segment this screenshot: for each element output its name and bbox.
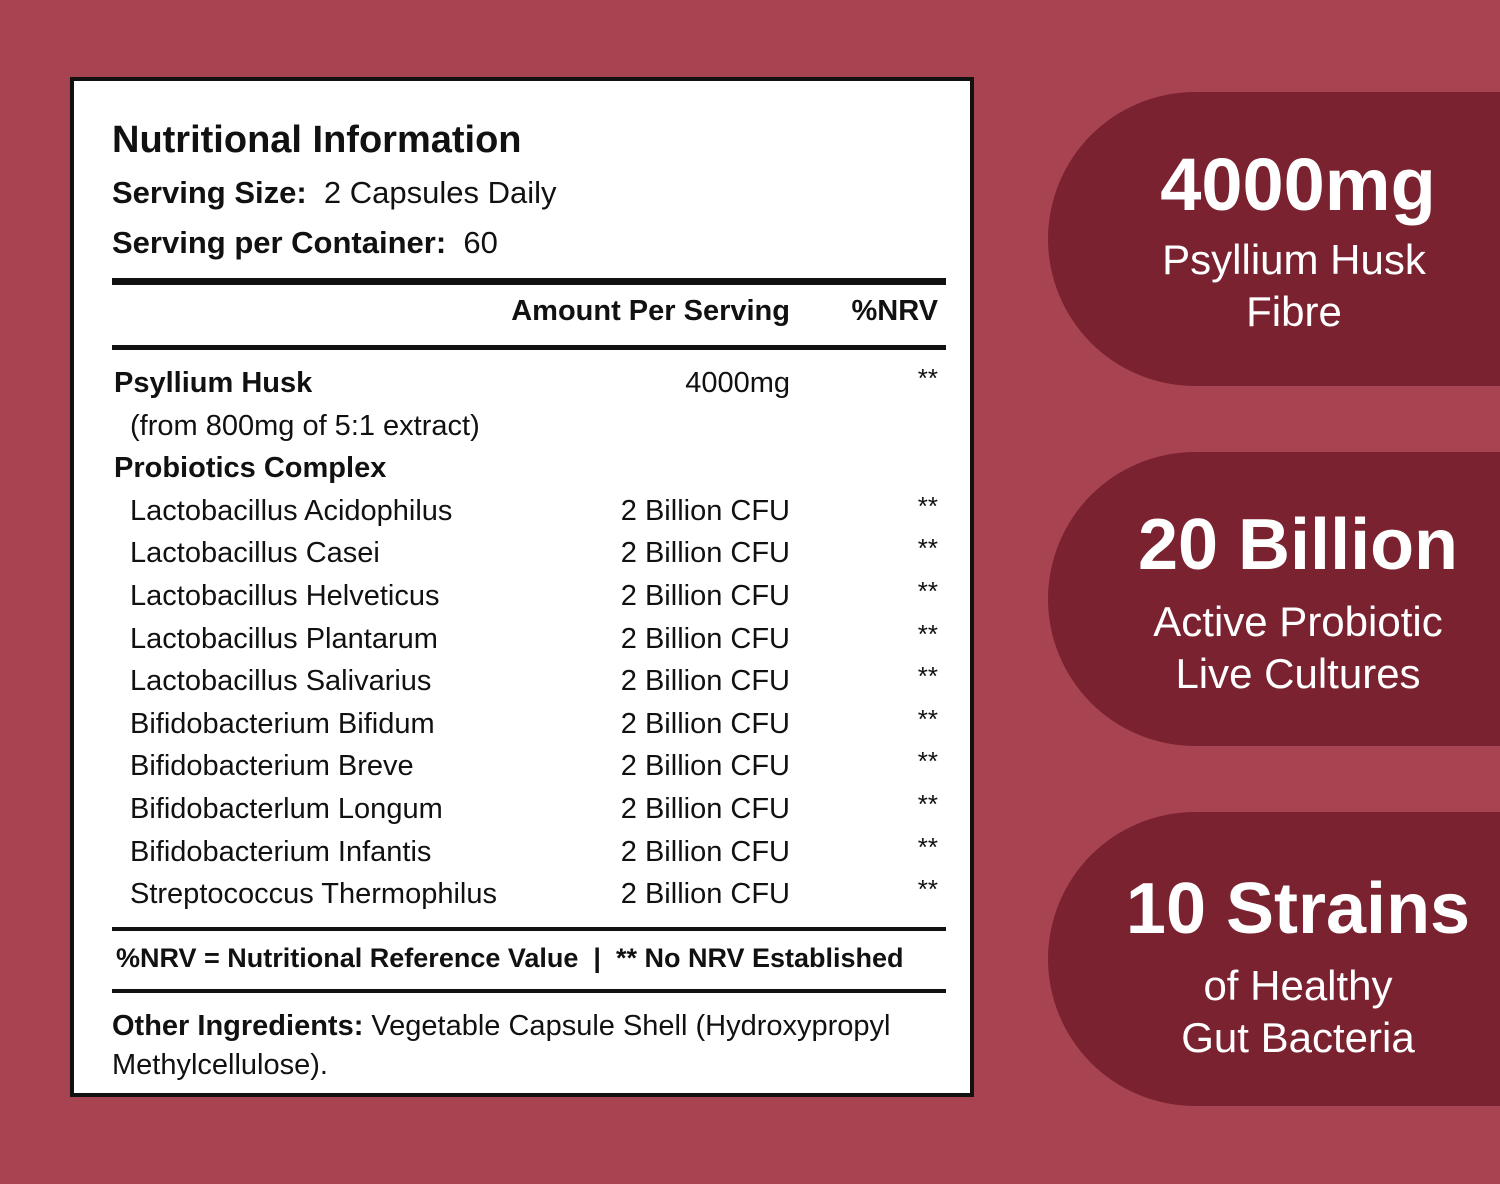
ingredient-row: Bifidobacterlum Longum 2 Billion CFU ** <box>112 789 946 833</box>
ingredient-name: Lactobacillus Casei <box>130 537 380 570</box>
ingredient-name: Bifidobacterium Breve <box>130 750 414 783</box>
ingredient-name: Bifidobacterlum Longum <box>130 793 443 825</box>
badge-subtitle: of Healthy Gut Bacteria <box>1048 960 1500 1064</box>
servings-value: 60 <box>463 225 498 260</box>
ingredient-name: Lactobacillus Helveticus <box>130 580 440 612</box>
badge-subtitle-line2: Live Cultures <box>1175 650 1421 697</box>
ingredient-nrv: ** <box>917 703 938 734</box>
ingredient-nrv: ** <box>917 533 938 564</box>
ingredient-amount: 2 Billion CFU <box>620 580 790 612</box>
ingredient-name: Bifidobacterium Infantis <box>130 835 432 868</box>
badge-subtitle-line1: Psyllium Husk <box>1162 236 1426 283</box>
divider-footnote-bottom <box>112 989 946 993</box>
ingredient-row: (from 800mg of 5:1 extract) <box>112 410 946 450</box>
serving-size-value: 2 Capsules Daily <box>323 175 557 210</box>
ingredient-amount: 2 Billion CFU <box>620 793 790 825</box>
ingredient-amount: 2 Billion CFU <box>620 622 790 655</box>
divider-header <box>112 345 946 350</box>
ingredient-row: Bifidobacterium Bifidum 2 Billion CFU ** <box>112 704 946 748</box>
ingredient-row: Lactobacillus Casei 2 Billion CFU ** <box>112 533 946 577</box>
badge-subtitle-line2: Gut Bacteria <box>1181 1014 1415 1061</box>
ingredient-row: Lactobacillus Salivarius 2 Billion CFU ** <box>112 661 946 705</box>
ingredient-nrv: ** <box>917 874 938 905</box>
badge-probiotic: 20 Billion Active Probiotic Live Culture… <box>1048 452 1500 746</box>
ingredient-name: Lactobacillus Plantarum <box>130 622 438 655</box>
badge-subtitle-line1: of Healthy <box>1203 962 1393 1009</box>
other-ingredients-label: Other Ingredients: <box>112 1010 364 1042</box>
nrv-footnote: %NRV = Nutritional Reference Value | ** … <box>116 943 904 973</box>
ingredient-row: Streptococcus Thermophilus 2 Billion CFU *… <box>112 874 946 918</box>
other-ingredients: Other Ingredients: Vegetable Capsule She… <box>112 1007 946 1085</box>
serving-size-label: Serving Size: <box>112 175 307 210</box>
other-ingredients-value: Vegetable Capsule Shell (Hydroxypropyl M… <box>112 1010 891 1081</box>
ingredient-nrv: ** <box>917 363 938 393</box>
ingredient-amount: 4000mg <box>685 367 790 399</box>
panel-title: Nutritional Information <box>112 119 522 161</box>
ingredient-name: Probiotics Complex <box>114 452 387 485</box>
ingredient-name: Lactobacillus Acidophilus <box>130 494 453 527</box>
ingredient-row: Bifidobacterium Infantis 2 Billion CFU ** <box>112 832 946 876</box>
nutrition-panel: Nutritional Information Serving Size: 2 … <box>70 77 974 1097</box>
badge-headline: 20 Billion <box>1137 505 1459 585</box>
badge-strains: 10 Strains of Healthy Gut Bacteria <box>1048 812 1500 1106</box>
ingredient-amount: 2 Billion CFU <box>620 707 790 740</box>
divider-footnote-top <box>112 927 946 931</box>
badge-subtitle-line2: Fibre <box>1246 288 1342 335</box>
ingredient-name: Psyllium Husk <box>114 367 313 399</box>
ingredient-amount: 2 Billion CFU <box>620 750 790 783</box>
ingredient-nrv: ** <box>917 576 938 606</box>
ingredient-row: Lactobacillus Plantarum 2 Billion CFU ** <box>112 619 946 663</box>
ingredient-row: Probiotics Complex <box>112 452 946 492</box>
ingredient-name: Bifidobacterium Bifidum <box>130 707 435 740</box>
ingredient-name: (from 800mg of 5:1 extract) <box>130 409 480 442</box>
header-nrv: %NRV <box>851 295 939 327</box>
badge-subtitle-line1: Active Probiotic <box>1153 598 1443 645</box>
ingredient-amount: 2 Billion CFU <box>620 494 790 527</box>
badge-headline: 10 Strains <box>1125 869 1471 949</box>
ingredient-nrv: ** <box>917 618 938 649</box>
ingredient-row: Lactobacillus Acidophilus 2 Billion CFU ** <box>112 491 946 535</box>
badge-psyllium: 4000mg Psyllium Husk Fibre <box>1048 92 1500 386</box>
ingredient-row: Lactobacillus Helveticus 2 Billion CFU ** <box>112 576 946 620</box>
ingredient-name: Streptococcus Thermophilus <box>130 878 497 911</box>
badge-subtitle: Psyllium Husk Fibre <box>1048 234 1500 338</box>
badge-subtitle: Active Probiotic Live Cultures <box>1048 596 1500 700</box>
servings-label: Serving per Container: <box>112 225 447 260</box>
header-amount: Amount Per Serving <box>511 295 790 327</box>
ingredient-nrv: ** <box>917 789 938 819</box>
ingredient-nrv: ** <box>917 490 938 521</box>
divider-thick <box>112 278 946 285</box>
ingredient-nrv: ** <box>917 746 938 777</box>
ingredient-amount: 2 Billion CFU <box>620 835 790 868</box>
ingredient-row: Bifidobacterium Breve 2 Billion CFU ** <box>112 746 946 790</box>
ingredient-row: Psyllium Husk 4000mg ** <box>112 363 946 407</box>
badge-headline: 4000mg <box>1160 143 1436 226</box>
ingredient-amount: 2 Billion CFU <box>620 878 790 911</box>
ingredient-name: Lactobacillus Salivarius <box>130 665 432 698</box>
servings-per-container: Serving per Container: 60 <box>112 225 498 261</box>
ingredient-nrv: ** <box>917 831 938 862</box>
ingredient-nrv: ** <box>917 661 938 692</box>
ingredient-amount: 2 Billion CFU <box>620 537 790 570</box>
serving-size: Serving Size: 2 Capsules Daily <box>112 175 557 211</box>
ingredient-amount: 2 Billion CFU <box>620 665 790 698</box>
